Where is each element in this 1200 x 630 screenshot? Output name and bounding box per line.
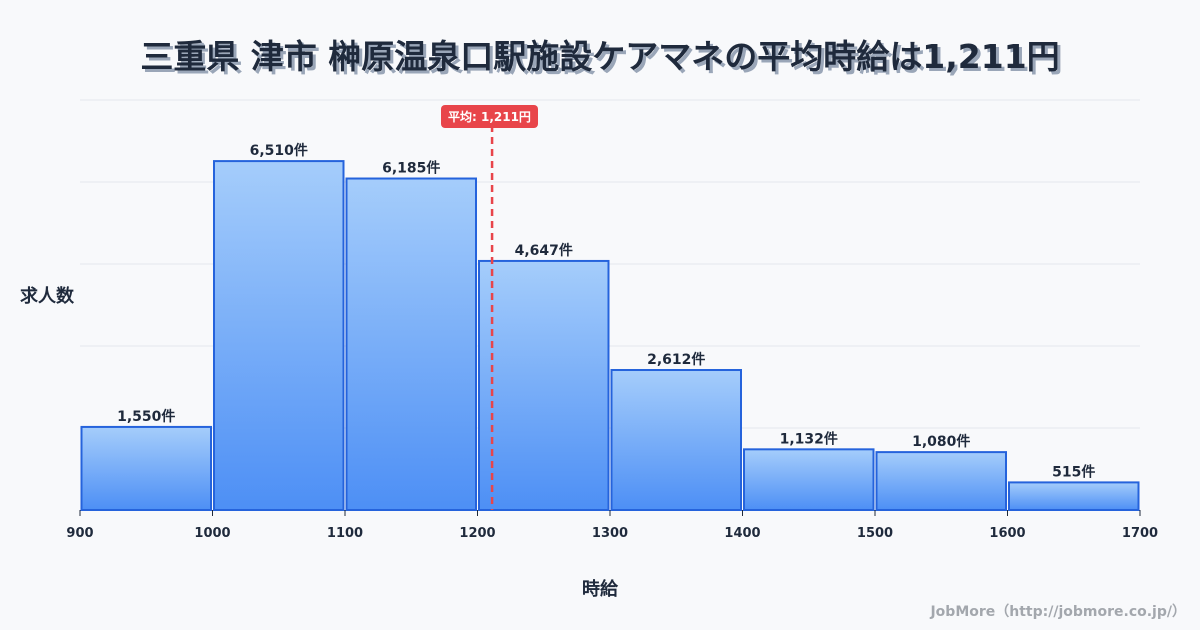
average-badge: 平均: 1,211円: [441, 105, 538, 128]
bar-value-label: 4,647件: [515, 242, 573, 259]
bar-value-label: 6,510件: [250, 142, 308, 159]
bar-value-label: 1,132件: [780, 430, 838, 447]
bar: [213, 160, 345, 511]
x-tick-label: 1600: [989, 526, 1025, 541]
chart-title: 三重県 津市 榊原温泉口駅施設ケアマネの平均時給は1,211円: [140, 37, 1060, 76]
bar-value-label: 1,080件: [912, 433, 970, 450]
x-axis: 900 1000 1100 1200 1300 1400 1500 1600 1700: [66, 510, 1158, 541]
bar: [610, 369, 742, 512]
bar-value-label: 1,550件: [117, 408, 175, 425]
x-tick-label: 1200: [459, 526, 495, 541]
bar: [875, 451, 1007, 511]
bars: 1,550件 6,510件 6,185件 4,647件 2,612件 1,132件 1,08…: [80, 142, 1140, 512]
bar: [743, 448, 875, 511]
x-tick-label: 1300: [592, 526, 628, 541]
bar-value-label: 515件: [1052, 463, 1095, 480]
bar: [1008, 481, 1140, 511]
y-axis-label: 求人数: [20, 286, 74, 307]
bar-value-label: 6,185件: [382, 160, 440, 177]
bar: [80, 425, 212, 511]
bar: [345, 177, 477, 512]
x-tick-label: 1100: [327, 526, 363, 541]
credit: JobMore（http://jobmore.co.jp/）: [930, 604, 1186, 620]
x-tick-label: 1700: [1122, 526, 1158, 541]
x-tick-label: 1000: [194, 526, 230, 541]
x-tick-label: 1500: [857, 526, 893, 541]
x-tick-label: 1400: [724, 526, 760, 541]
x-tick-label: 900: [66, 526, 93, 541]
bar: [478, 259, 610, 511]
bar-value-label: 2,612件: [647, 351, 705, 368]
x-axis-label: 時給: [582, 579, 618, 600]
